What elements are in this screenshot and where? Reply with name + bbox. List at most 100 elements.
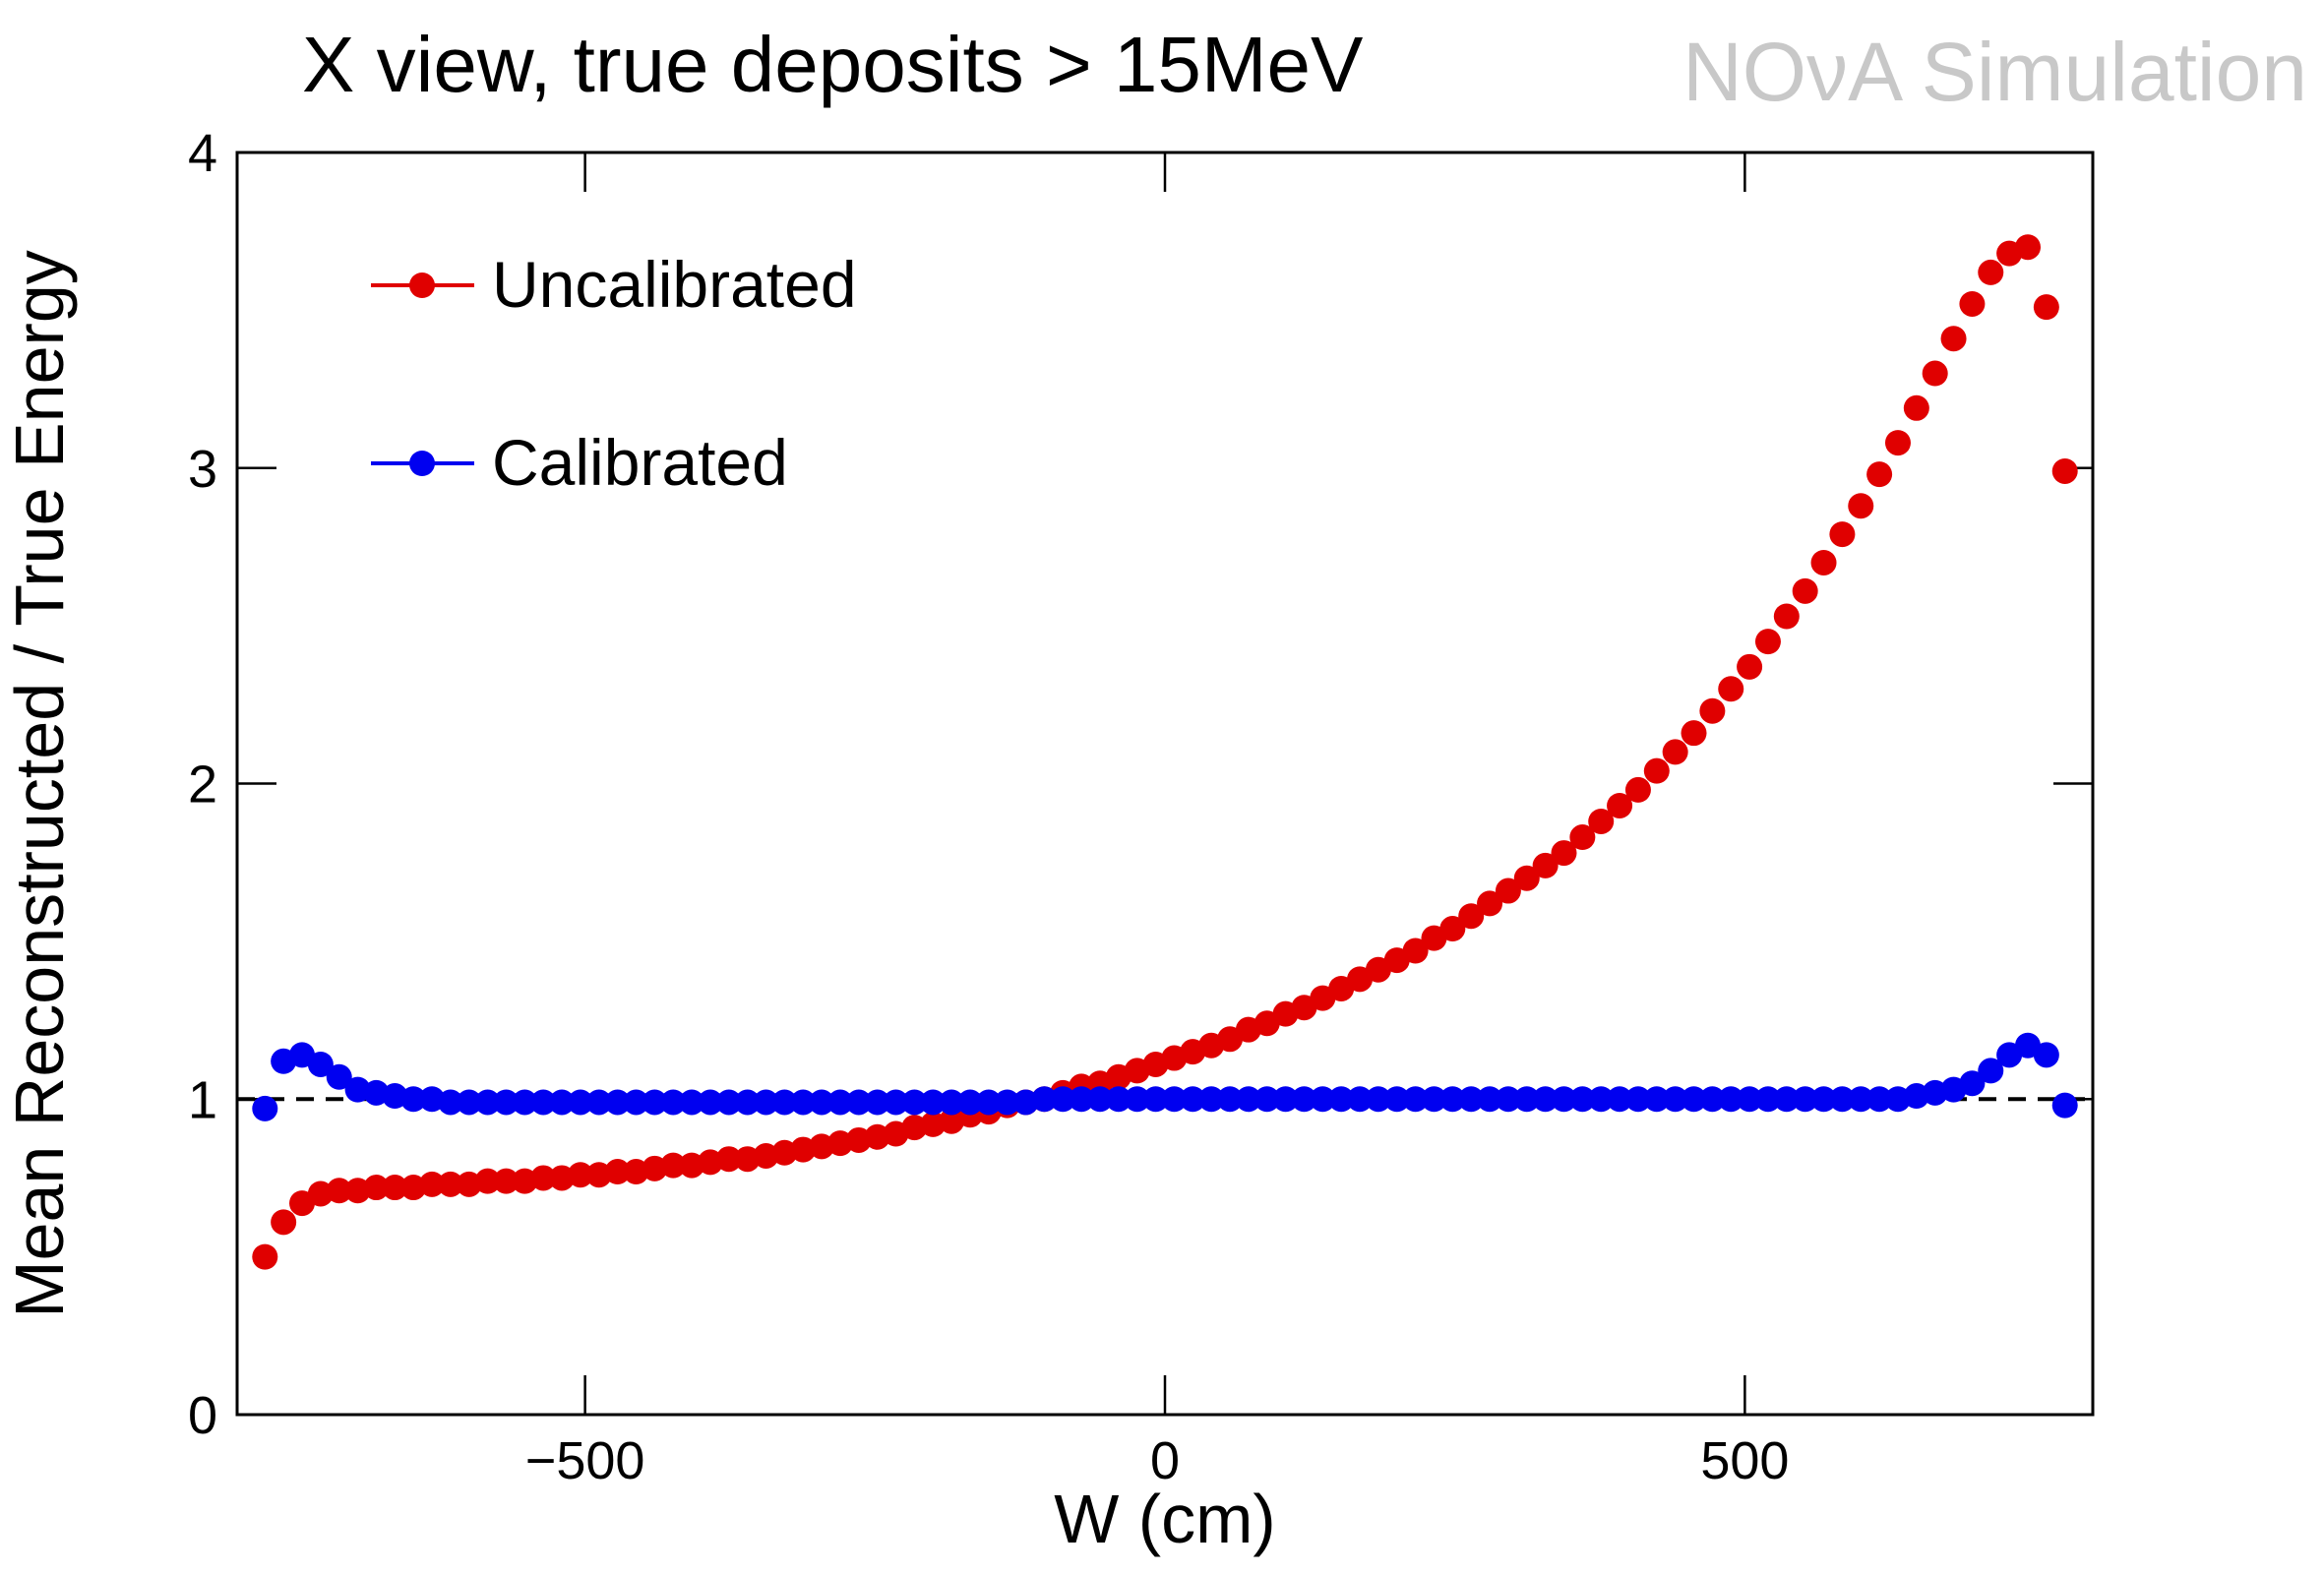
data-point	[1903, 394, 1929, 421]
data-point	[845, 1089, 872, 1116]
data-point	[1328, 1086, 1355, 1113]
data-point	[493, 1168, 520, 1194]
data-point	[1105, 1086, 1131, 1113]
data-point	[826, 1089, 853, 1116]
data-point	[1086, 1086, 1113, 1113]
data-point	[1439, 916, 1466, 942]
data-point	[530, 1089, 557, 1116]
data-point	[400, 1086, 427, 1113]
data-point	[1254, 1086, 1280, 1113]
data-point	[1643, 757, 1670, 784]
data-point	[1737, 653, 1763, 680]
data-point	[1773, 1086, 1800, 1113]
data-point	[1513, 1086, 1540, 1113]
legend-label: Calibrated	[492, 426, 788, 499]
data-point	[456, 1089, 482, 1116]
data-point	[1347, 1086, 1374, 1113]
data-point	[790, 1089, 817, 1116]
data-point	[1978, 1058, 2004, 1084]
data-point	[493, 1089, 520, 1116]
data-point	[1848, 493, 1874, 519]
y-tick-label: 2	[188, 756, 217, 815]
data-point	[549, 1089, 576, 1116]
data-point	[1365, 1086, 1391, 1113]
data-point	[1810, 549, 1837, 575]
data-point	[1681, 720, 1707, 747]
data-point	[1124, 1086, 1150, 1113]
data-point	[939, 1089, 965, 1116]
data-point	[1792, 577, 1818, 604]
data-point	[1495, 1086, 1521, 1113]
data-point	[623, 1089, 649, 1116]
data-point	[715, 1089, 742, 1116]
data-point	[1513, 865, 1540, 891]
plot-frame	[235, 151, 2095, 1417]
data-point	[1624, 776, 1651, 803]
legend-marker	[409, 451, 435, 476]
y-tick-label: 0	[188, 1386, 217, 1445]
data-point	[1978, 259, 2004, 285]
data-point	[1551, 840, 1577, 867]
data-point	[1681, 1086, 1707, 1113]
data-point	[1829, 521, 1856, 548]
data-point	[585, 1089, 612, 1116]
data-point	[1421, 1086, 1447, 1113]
data-point	[1161, 1086, 1188, 1113]
data-point	[437, 1089, 463, 1116]
data-point	[1310, 1086, 1336, 1113]
y-axis-label: Mean Reconstructed / True Energy	[1, 250, 78, 1318]
data-point	[1662, 739, 1688, 765]
data-point	[1235, 1086, 1261, 1113]
data-point	[2033, 294, 2059, 321]
data-point	[1884, 430, 1911, 456]
data-point	[1569, 824, 1596, 851]
data-point	[1588, 808, 1615, 834]
data-point	[956, 1089, 983, 1116]
data-point	[567, 1162, 593, 1188]
data-point	[809, 1089, 835, 1116]
data-point	[2051, 1092, 2078, 1119]
legend-marker	[409, 272, 435, 298]
data-point	[864, 1089, 890, 1116]
data-point	[1383, 1086, 1410, 1113]
data-point	[1069, 1086, 1095, 1113]
data-point	[326, 1063, 352, 1090]
data-point	[1272, 1086, 1299, 1113]
data-point	[1588, 1086, 1615, 1113]
data-point	[437, 1171, 463, 1197]
data-point	[1569, 1086, 1596, 1113]
data-point	[252, 1243, 278, 1270]
data-point	[1959, 1070, 1986, 1097]
data-point	[2051, 457, 2078, 484]
legend-label: Uncalibrated	[492, 248, 857, 321]
data-point	[1718, 676, 1744, 702]
data-point	[1773, 603, 1800, 630]
data-point	[1662, 1086, 1688, 1113]
data-point	[1940, 326, 1967, 352]
data-point	[271, 1209, 297, 1236]
watermark: NOνA Simulation	[1682, 26, 2307, 118]
x-axis-label: W (cm)	[1054, 1481, 1275, 1557]
data-point	[679, 1089, 705, 1116]
data-point	[994, 1089, 1020, 1116]
data-point	[382, 1175, 408, 1201]
data-point	[252, 1095, 278, 1121]
data-point	[660, 1089, 687, 1116]
data-point	[734, 1089, 761, 1116]
data-point	[642, 1089, 668, 1116]
data-point	[697, 1089, 723, 1116]
data-point	[883, 1089, 909, 1116]
data-point	[1848, 1086, 1874, 1113]
y-tick-label: 1	[188, 1070, 217, 1129]
data-point	[1439, 1086, 1466, 1113]
chart-title: X view, true deposits > 15MeV	[302, 21, 1364, 108]
data-point	[1458, 903, 1485, 930]
data-point	[1829, 1086, 1856, 1113]
data-point	[567, 1089, 593, 1116]
data-point	[1495, 878, 1521, 904]
data-point	[1699, 697, 1726, 724]
data-point	[1737, 1086, 1763, 1113]
data-point	[512, 1089, 538, 1116]
data-point	[2033, 1042, 2059, 1068]
data-point	[975, 1089, 1002, 1116]
